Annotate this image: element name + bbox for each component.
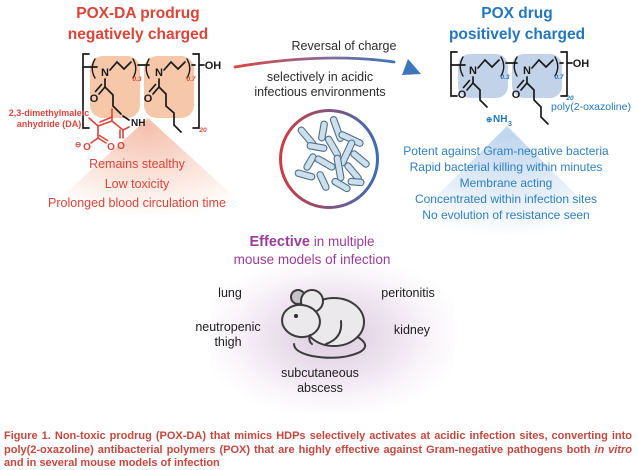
- benefit-item: Rapid bacterial killing within minutes: [409, 160, 603, 174]
- mouse-front-leg: [308, 334, 313, 345]
- minus-charge-icon: ⊖: [75, 140, 82, 149]
- bacteria-icon: [294, 116, 370, 193]
- carbonyl-oxygen: O: [458, 89, 467, 101]
- neutropenic-line1: neutropenic: [195, 320, 261, 334]
- mouse-haunch: [325, 320, 343, 345]
- effective-rest: in multiple: [309, 234, 375, 249]
- right-title-line1: POX drug: [481, 5, 553, 22]
- ratio-subscript: 0.7: [554, 74, 563, 81]
- mouse-icon: [281, 289, 367, 359]
- da-carboxylate-o-minus: O: [83, 142, 91, 153]
- hydroxyl-end-group: OH: [205, 60, 222, 72]
- effective-heading-line2: mouse models of infection: [233, 252, 391, 267]
- bacteria-circle-icon: [279, 109, 379, 209]
- ratio-subscript: 0.7: [186, 76, 195, 83]
- pox-structure-icon: N N 0.3 0.7 20 OH O O ⊕ NH 3: [450, 51, 590, 128]
- model-label-neutropenic-thigh: neutropenic thigh: [177, 320, 279, 350]
- ammonium-group: NH: [493, 114, 507, 125]
- mouse-tail: [293, 335, 367, 359]
- model-label-subcutaneous-abscess: subcutaneous abscess: [268, 366, 372, 396]
- nitrogen-atom: N: [523, 65, 531, 77]
- right-title: POX drug positively charged: [417, 3, 617, 45]
- da-annotation: 2,3-dimethylmaleic anhydride (DA): [6, 108, 92, 129]
- figure-caption-body: Non-toxic prodrug (POX-DA) that mimics H…: [4, 430, 632, 456]
- dp-subscript: 20: [565, 95, 574, 102]
- carbonyl-oxygen: O: [512, 89, 521, 101]
- effective-heading-line1: Effective in multiple: [212, 233, 412, 251]
- da-amide-oxygen: O: [117, 141, 125, 152]
- dp-subscript: 20: [198, 127, 207, 134]
- ratio-subscript: 0.3: [500, 74, 509, 81]
- effective-heading: Effective in multiple mouse models of in…: [212, 233, 412, 269]
- left-title-line1: POX-DA prodrug: [76, 5, 200, 22]
- figure-caption-label: Figure 1.: [4, 430, 51, 442]
- subcutaneous-line2: abscess: [297, 381, 343, 395]
- polymer-bonds: [450, 51, 573, 125]
- carbonyl-oxygen: O: [144, 93, 153, 105]
- pox-da-structure-icon: N N 0.3 0.7 20 OH O O NH O O O ⊖: [75, 53, 222, 153]
- da-moiety-bonds: [88, 108, 130, 144]
- condition-label: selectively in acidic infectious environ…: [220, 70, 420, 100]
- condition-line2: infectious environments: [254, 85, 386, 99]
- ratio-subscript: 0.3: [132, 76, 141, 83]
- figure-caption-italic: in vitro: [594, 443, 632, 456]
- model-label-kidney: kidney: [393, 323, 431, 337]
- benefit-item: Concentrated within infection sites: [414, 192, 598, 206]
- da-annotation-line2: anhydride (DA): [16, 118, 82, 129]
- hydroxyl-end-group: OH: [573, 58, 590, 70]
- condition-line1: selectively in acidic: [266, 70, 374, 84]
- model-label-lung: lung: [218, 286, 242, 300]
- figure-caption: Figure 1. Non-toxic prodrug (POX-DA) tha…: [4, 430, 632, 470]
- left-title-line2: negatively charged: [67, 26, 209, 43]
- monomer-highlight: [144, 56, 194, 118]
- nitrogen-atom: N: [101, 67, 109, 79]
- ammonium-subscript: 3: [508, 121, 512, 128]
- arrow-label: Reversal of charge: [291, 39, 397, 53]
- polymer-name-label: poly(2-oxazoline): [551, 101, 631, 113]
- benefit-item: No evolution of resistance seen: [422, 208, 590, 222]
- neutropenic-line2: thigh: [214, 335, 242, 349]
- prodrug-benefits-list: Remains stealthy Low toxicity Prolonged …: [17, 155, 257, 214]
- charge-reversal-arrow-icon: [233, 56, 421, 75]
- benefit-item: Potent against Gram-negative bacteria: [403, 144, 609, 158]
- mouse-head: [281, 303, 321, 339]
- subcutaneous-line1: subcutaneous: [281, 366, 359, 380]
- left-title: POX-DA prodrug negatively charged: [38, 3, 238, 45]
- mouse-eye: [294, 314, 298, 318]
- figure-caption-suffix: and in several mouse models of infection: [4, 457, 220, 469]
- drug-benefits-list: Potent against Gram-negative bacteria Ra…: [395, 143, 617, 223]
- nitrogen-atom: N: [155, 67, 163, 79]
- carbonyl-oxygen: O: [90, 93, 99, 105]
- da-carboxylate-oxygen: O: [107, 142, 115, 153]
- effective-bold: Effective: [249, 234, 310, 250]
- amide-nh: NH: [131, 118, 145, 129]
- right-title-line2: positively charged: [448, 26, 586, 43]
- model-label-peritonitis: peritonitis: [381, 286, 435, 300]
- da-annotation-line1: 2,3-dimethylmaleic: [8, 108, 90, 118]
- benefit-item: Remains stealthy: [89, 157, 185, 171]
- polymer-bonds: [82, 53, 205, 133]
- plus-charge-icon: ⊕: [486, 115, 493, 124]
- monomer-highlight: [90, 56, 140, 118]
- benefit-item: Prolonged blood circulation time: [48, 196, 226, 210]
- benefit-item: Low toxicity: [104, 176, 170, 191]
- benefit-item: Membrane acting: [459, 176, 553, 190]
- nitrogen-atom: N: [469, 65, 477, 77]
